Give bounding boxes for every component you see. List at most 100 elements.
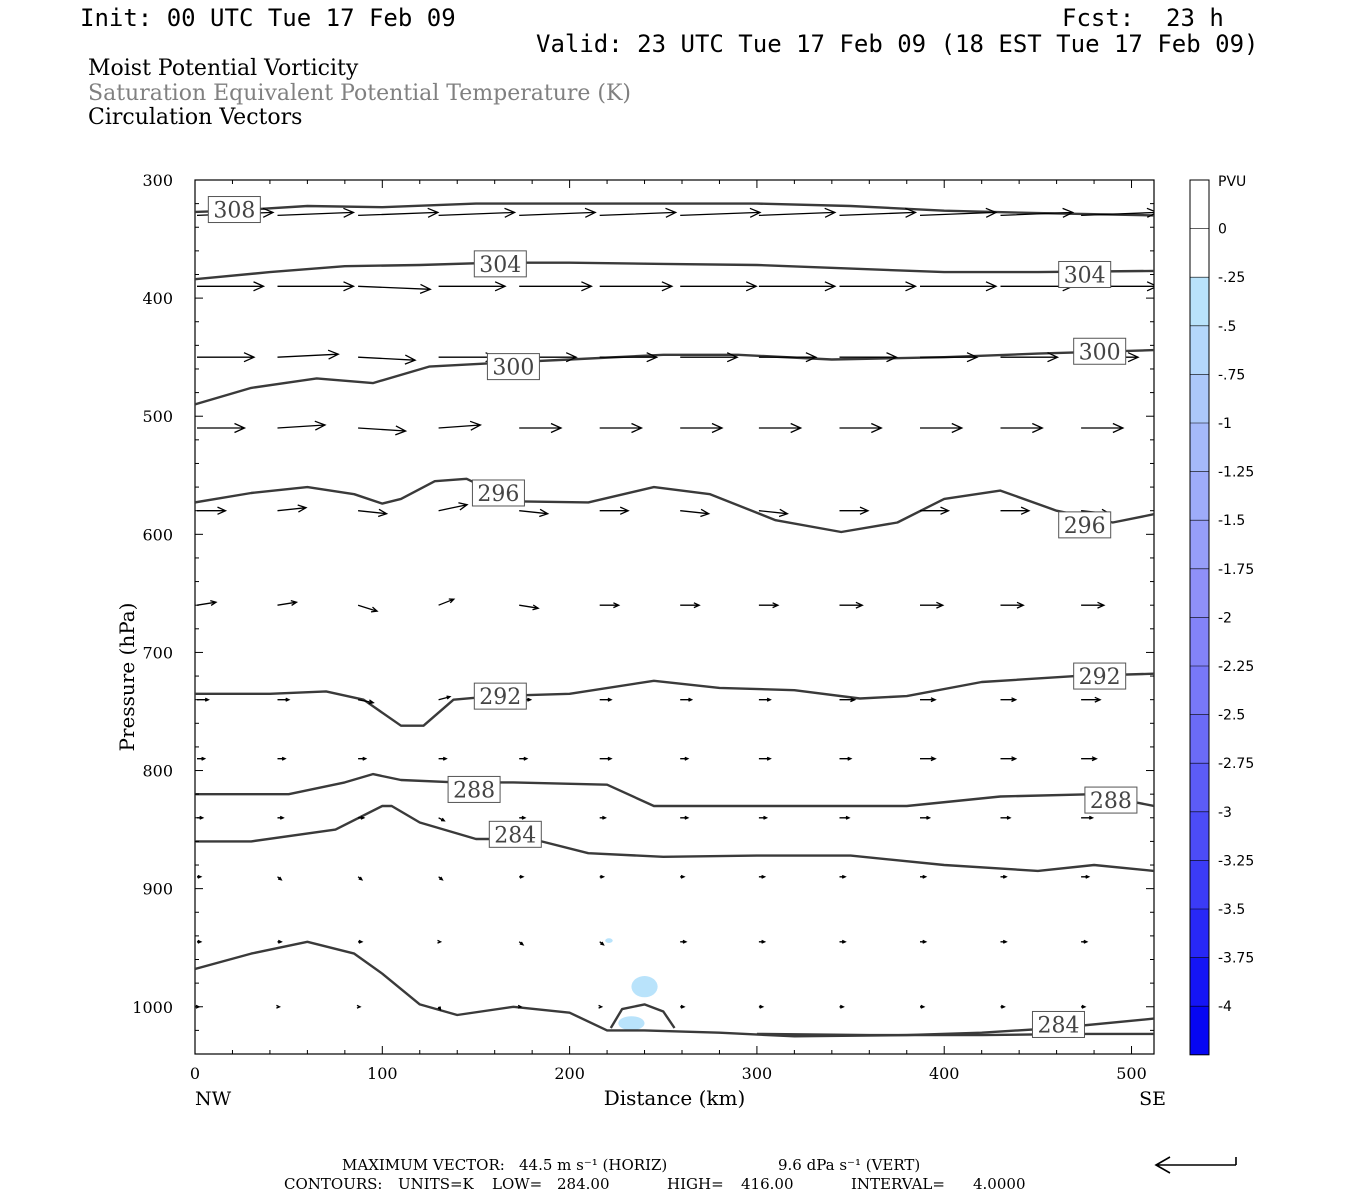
footer-high: HIGH= <box>667 1175 724 1193</box>
contour-label: 296 <box>1064 514 1106 539</box>
circulation-vector <box>839 506 870 515</box>
valid-time: Valid: 23 UTC Tue 17 Feb 09 (18 EST Tue … <box>536 30 1259 58</box>
circulation-vector <box>438 502 469 512</box>
footer-max-vector-vert: 9.6 dPa s⁻¹ (VERT) <box>778 1156 921 1174</box>
contour-label-box <box>473 250 527 278</box>
circulation-vector <box>437 1006 442 1012</box>
circulation-vector <box>680 939 688 944</box>
circulation-vector <box>197 939 203 944</box>
contour-line-292 <box>195 672 1154 727</box>
circulation-vector <box>438 598 456 606</box>
circulation-vector <box>519 815 527 820</box>
x-tick-label: 100 <box>367 1064 398 1083</box>
colorbar-swatch <box>1190 1006 1209 1055</box>
colorbar-label: -3 <box>1218 805 1232 821</box>
x-tick-label: 500 <box>1116 1064 1147 1083</box>
circulation-vector <box>920 506 951 515</box>
circulation-vector <box>920 352 979 363</box>
circulation-vector <box>920 756 937 762</box>
circulation-vector <box>277 349 340 360</box>
colorbar-unit: PVU <box>1218 174 1246 190</box>
contour-label-box <box>486 353 540 381</box>
circulation-vector <box>680 697 694 702</box>
contour-label: 304 <box>1064 263 1106 288</box>
colorbar-swatch <box>1190 860 1209 909</box>
y-tick-label: 600 <box>142 525 173 544</box>
circulation-vector <box>277 815 285 820</box>
circulation-vector <box>599 941 605 946</box>
contour-line-closed <box>609 1003 676 1029</box>
reference-vector-arrow-icon <box>1154 1156 1237 1174</box>
x-tick-label: 200 <box>554 1064 585 1083</box>
circulation-vector <box>919 207 998 218</box>
colorbar-swatch <box>1190 909 1209 958</box>
footer-max-vector-horiz: 44.5 m s⁻¹ (HORIZ) <box>519 1156 668 1174</box>
contour-label-box <box>471 479 525 507</box>
contour-label: 292 <box>1079 665 1121 690</box>
colorbar-label: -2.75 <box>1218 756 1254 772</box>
contour-label-box <box>1073 662 1127 690</box>
contour-label: 296 <box>477 482 519 507</box>
circulation-vector <box>680 874 686 879</box>
colorbar-label: -1.25 <box>1218 465 1254 481</box>
y-axis-label: Pressure (hPa) <box>115 603 139 752</box>
circulation-vector <box>277 756 287 761</box>
circulation-vector <box>599 506 630 515</box>
circulation-vector <box>1081 939 1089 944</box>
circulation-vector <box>839 939 847 944</box>
y-tick-label: 700 <box>142 643 173 662</box>
circulation-vector <box>680 207 762 218</box>
circulation-vector <box>358 354 417 365</box>
vector-layer <box>195 207 1154 1012</box>
title-mpv: Moist Potential Vorticity <box>88 56 359 81</box>
circulation-vector <box>358 508 389 518</box>
colorbar-swatch <box>1190 423 1209 472</box>
circulation-vector <box>276 1004 281 1009</box>
circulation-vector <box>1081 756 1098 762</box>
contour-label-box <box>1073 337 1127 365</box>
circulation-vector <box>599 422 644 434</box>
circulation-vector <box>197 506 228 515</box>
circulation-vector <box>758 352 818 363</box>
circulation-vector <box>758 207 837 218</box>
contour-label: 288 <box>1090 789 1132 814</box>
circulation-vector <box>839 207 918 218</box>
colorbar-swatch <box>1190 520 1209 569</box>
circulation-vector <box>839 422 883 434</box>
circulation-vector <box>839 697 857 703</box>
colorbar-frame <box>1189 179 1210 1056</box>
y-tick-label: 800 <box>142 762 173 781</box>
circulation-vector <box>518 941 525 946</box>
circulation-vector <box>1000 1004 1006 1009</box>
circulation-vector <box>519 207 597 218</box>
circulation-vector <box>1000 939 1008 944</box>
circulation-vector <box>519 604 540 611</box>
circulation-vector <box>358 283 432 295</box>
contour-label-box <box>207 196 261 224</box>
colorbar-swatch <box>1190 957 1209 1007</box>
circulation-vector <box>680 352 739 363</box>
circulation-vector <box>680 602 701 609</box>
circulation-vector <box>519 874 525 879</box>
x-end-label-nw: NW <box>195 1088 232 1110</box>
colorbar-label: -2 <box>1218 610 1232 626</box>
circulation-vector <box>758 697 772 702</box>
init-time: Init: 00 UTC Tue 17 Feb 09 <box>80 4 456 32</box>
colorbar-swatch <box>1190 666 1209 715</box>
circulation-vector <box>519 756 529 761</box>
circulation-vector <box>599 874 606 879</box>
circulation-vector <box>758 281 837 292</box>
circulation-vector <box>517 1004 523 1009</box>
circulation-vector <box>358 815 366 820</box>
colorbar-swatch <box>1190 811 1209 861</box>
circulation-vector <box>758 508 789 518</box>
circulation-vector <box>758 602 780 609</box>
reference-vector <box>1154 1156 1237 1174</box>
circulation-vector <box>1000 422 1044 434</box>
circulation-vector <box>1000 815 1012 820</box>
colorbar-label: -1.5 <box>1218 513 1245 529</box>
circulation-vector <box>277 876 283 881</box>
circulation-vector <box>438 756 448 761</box>
pv-shaded-region <box>618 1016 645 1031</box>
circulation-vector <box>920 422 964 434</box>
